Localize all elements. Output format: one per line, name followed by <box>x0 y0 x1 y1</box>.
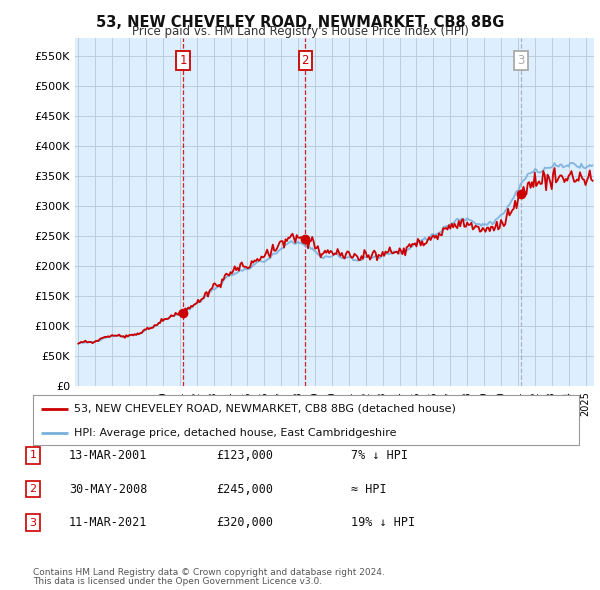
Text: 3: 3 <box>517 54 525 67</box>
Text: £245,000: £245,000 <box>216 483 273 496</box>
Text: This data is licensed under the Open Government Licence v3.0.: This data is licensed under the Open Gov… <box>33 578 322 586</box>
Text: HPI: Average price, detached house, East Cambridgeshire: HPI: Average price, detached house, East… <box>74 428 397 438</box>
Text: 13-MAR-2001: 13-MAR-2001 <box>69 449 148 462</box>
Text: 30-MAY-2008: 30-MAY-2008 <box>69 483 148 496</box>
Text: 11-MAR-2021: 11-MAR-2021 <box>69 516 148 529</box>
Text: 1: 1 <box>29 451 37 460</box>
Text: £123,000: £123,000 <box>216 449 273 462</box>
Text: 2: 2 <box>302 54 309 67</box>
Text: Price paid vs. HM Land Registry's House Price Index (HPI): Price paid vs. HM Land Registry's House … <box>131 25 469 38</box>
Text: 1: 1 <box>179 54 187 67</box>
Text: 7% ↓ HPI: 7% ↓ HPI <box>351 449 408 462</box>
Text: 2: 2 <box>29 484 37 494</box>
Text: Contains HM Land Registry data © Crown copyright and database right 2024.: Contains HM Land Registry data © Crown c… <box>33 568 385 577</box>
Text: ≈ HPI: ≈ HPI <box>351 483 386 496</box>
Text: 53, NEW CHEVELEY ROAD, NEWMARKET, CB8 8BG (detached house): 53, NEW CHEVELEY ROAD, NEWMARKET, CB8 8B… <box>74 404 456 414</box>
Text: 53, NEW CHEVELEY ROAD, NEWMARKET, CB8 8BG: 53, NEW CHEVELEY ROAD, NEWMARKET, CB8 8B… <box>96 15 504 30</box>
Text: 3: 3 <box>29 518 37 527</box>
Text: £320,000: £320,000 <box>216 516 273 529</box>
Text: 19% ↓ HPI: 19% ↓ HPI <box>351 516 415 529</box>
